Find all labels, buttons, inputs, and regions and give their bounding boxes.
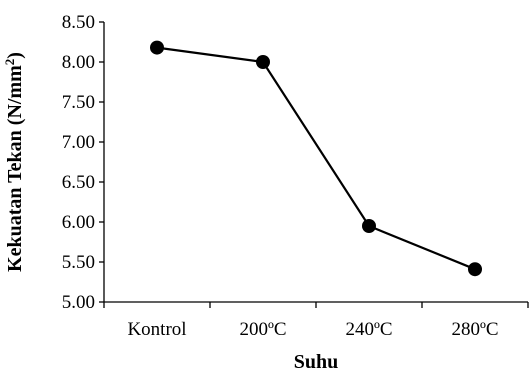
x-tick-label: Kontrol: [127, 319, 186, 340]
y-axis-title-main: Kekuatan Tekan (N/mm: [4, 65, 26, 272]
y-tick-label: 8.50: [62, 12, 95, 33]
series-line: [156, 46, 476, 271]
x-tick-label: 200ºC: [239, 319, 286, 340]
y-axis-title-end: ): [4, 52, 26, 59]
data-point: [362, 219, 376, 233]
axes: [103, 22, 528, 303]
x-tick-label: 240ºC: [345, 319, 392, 340]
data-point: [256, 55, 270, 69]
y-tick-label: 7.00: [62, 132, 95, 153]
y-tick-label: 6.00: [62, 212, 95, 233]
x-tick-label: 280ºC: [451, 319, 498, 340]
y-tick-label: 5.00: [62, 292, 95, 313]
x-ticks: Kontrol 200ºC 240ºC 280ºC: [103, 302, 529, 340]
x-axis-title: Suhu: [294, 351, 339, 373]
y-tick-label: 5.50: [62, 252, 95, 273]
y-ticks: 5.00 5.50 6.00 6.50 7.00 7.50 8.00 8.50: [62, 12, 104, 313]
y-tick-label: 6.50: [62, 172, 95, 193]
y-tick-label: 8.00: [62, 52, 95, 73]
y-axis-title: Kekuatan Tekan (N/mm2): [2, 52, 27, 272]
y-axis-title-sup: 2: [2, 59, 17, 66]
data-point: [150, 40, 164, 55]
y-tick-label: 7.50: [62, 92, 95, 113]
series: [150, 40, 482, 277]
data-point: [468, 262, 482, 277]
